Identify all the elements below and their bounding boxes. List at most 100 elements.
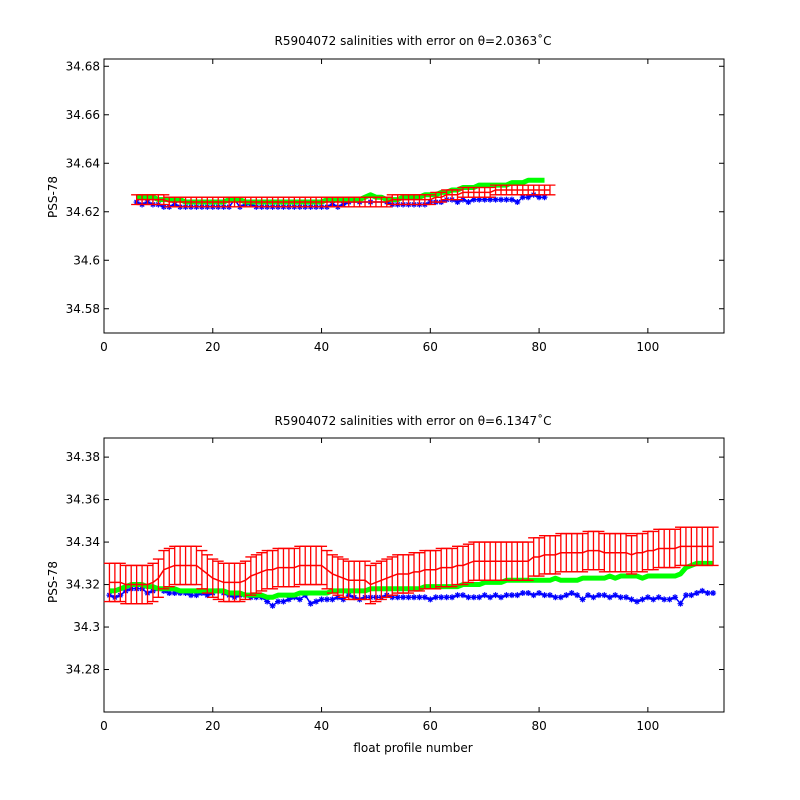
bottom-chart-x-tick-label: 80 [531,719,546,733]
bottom-chart-blue-point [487,594,494,601]
top-chart-y-axis-label: PSS-78 [46,176,60,218]
bottom-chart-blue-point [204,592,211,599]
bottom-chart-blue-point [519,590,526,597]
top-chart-x-tick-label: 40 [314,340,329,354]
bottom-chart-blue-point [476,594,483,601]
bottom-chart-blue-point [275,598,282,605]
bottom-chart-blue-point [313,598,320,605]
bottom-chart-blue-point [188,592,195,599]
bottom-chart-y-tick-label: 34.32 [66,578,100,592]
bottom-chart-blue-point [557,594,564,601]
bottom-chart-blue-point [193,592,200,599]
bottom-chart-blue-point [465,594,472,601]
bottom-chart-blue-point [530,592,537,599]
bottom-chart-y-tick-label: 34.28 [66,663,100,677]
bottom-chart-blue-point [677,600,684,607]
bottom-chart-axes-frame [103,437,725,713]
bottom-chart-blue-point [492,592,499,599]
bottom-chart-blue-point [650,596,657,603]
bottom-chart-blue-point [285,596,292,603]
bottom-chart-blue-point [454,592,461,599]
bottom-chart-blue-point [617,594,624,601]
bottom-chart-blue-point [438,594,445,601]
bottom-chart-blue-point [323,596,330,603]
top-chart-panel: R5904072 salinities with error on θ=2.03… [46,33,725,354]
bottom-chart-red-errorbar [707,526,719,567]
bottom-chart-blue-point [481,592,488,599]
bottom-chart-blue-point [264,598,271,605]
top-chart-blue-point [492,196,499,203]
bottom-chart-title: R5904072 salinities with error on θ=6.13… [275,413,552,428]
bottom-chart-blue-point [411,594,417,601]
bottom-chart-blue-point [585,592,592,599]
bottom-chart-blue-point [574,592,581,599]
bottom-chart-blue-point [579,596,586,603]
bottom-chart-blue-point [682,592,689,599]
bottom-chart-blue-point [704,590,711,597]
bottom-chart-blue-point [633,598,640,605]
bottom-chart-x-tick-label: 40 [314,719,329,733]
top-chart-y-tick-label: 34.6 [73,253,100,267]
top-chart-y-tick-label: 34.68 [66,59,100,73]
bottom-chart-blue-point [269,602,276,609]
bottom-chart-blue-point [628,596,635,603]
bottom-chart-blue-point [459,592,466,599]
top-chart-blue-point [508,196,515,203]
bottom-chart-blue-point [612,592,619,599]
bottom-chart-blue-point [405,594,412,601]
top-chart-blue-point [476,196,483,203]
bottom-chart-blue-point [394,594,401,601]
top-chart-y-tick-label: 34.58 [66,302,100,316]
top-chart-y-tick-label: 34.62 [66,205,100,219]
bottom-chart-blue-point [503,592,510,599]
bottom-chart-blue-point [280,598,287,605]
bottom-chart-blue-point [655,594,662,601]
top-chart-blue-point [454,199,461,206]
bottom-chart-blue-point [552,594,559,601]
top-chart-axes-frame [103,58,725,334]
top-chart-blue-point [536,194,543,201]
bottom-chart-x-axis-label: float profile number [353,741,472,755]
bottom-chart-y-tick-label: 34.36 [66,493,100,507]
top-chart-blue-point [487,196,494,203]
bottom-chart-blue-point [470,594,477,601]
bottom-chart-blue-point [514,592,521,599]
bottom-chart-y-tick-label: 34.3 [73,620,100,634]
bottom-chart-blue-point [400,594,407,601]
top-chart-blue-point [503,196,510,203]
bottom-chart-blue-point [568,590,575,597]
bottom-chart-blue-point [590,594,597,601]
bottom-chart-blue-point [541,592,548,599]
bottom-chart-blue-point [546,592,553,599]
bottom-chart-blue-point [563,592,570,599]
top-chart-blue-point [465,199,472,206]
bottom-chart-blue-point [693,590,700,597]
bottom-chart-red-series [103,526,719,605]
bottom-chart-blue-point [623,594,630,601]
bottom-chart-x-tick-label: 20 [205,719,220,733]
top-chart-red-series [131,184,556,208]
bottom-chart-y-axis-label: PSS-78 [46,561,60,603]
bottom-chart-blue-point [699,587,706,594]
bottom-chart-blue-point [639,596,646,603]
bottom-chart-panel: R5904072 salinities with error on θ=6.13… [46,413,725,755]
bottom-chart-blue-point [536,590,543,597]
bottom-chart-x-tick-label: 0 [100,719,108,733]
bottom-chart-blue-point [449,594,456,601]
bottom-chart-blue-point [672,594,679,601]
top-chart-blue-point [541,194,548,201]
top-chart-x-tick-label: 80 [531,340,546,354]
top-chart-red-line [136,189,550,203]
top-chart-x-tick-label: 60 [423,340,438,354]
bottom-chart-blue-point [432,594,439,601]
top-chart-x-tick-label: 100 [636,340,659,354]
bottom-chart-blue-point [329,596,336,603]
bottom-chart-blue-point [601,592,608,599]
top-chart-title: R5904072 salinities with error on θ=2.03… [275,33,552,48]
top-chart-red-errorbar [544,184,556,196]
top-chart-blue-point [525,194,532,201]
bottom-chart-blue-point [296,596,303,603]
bottom-chart-blue-point [595,592,602,599]
bottom-chart-blue-point [508,592,515,599]
